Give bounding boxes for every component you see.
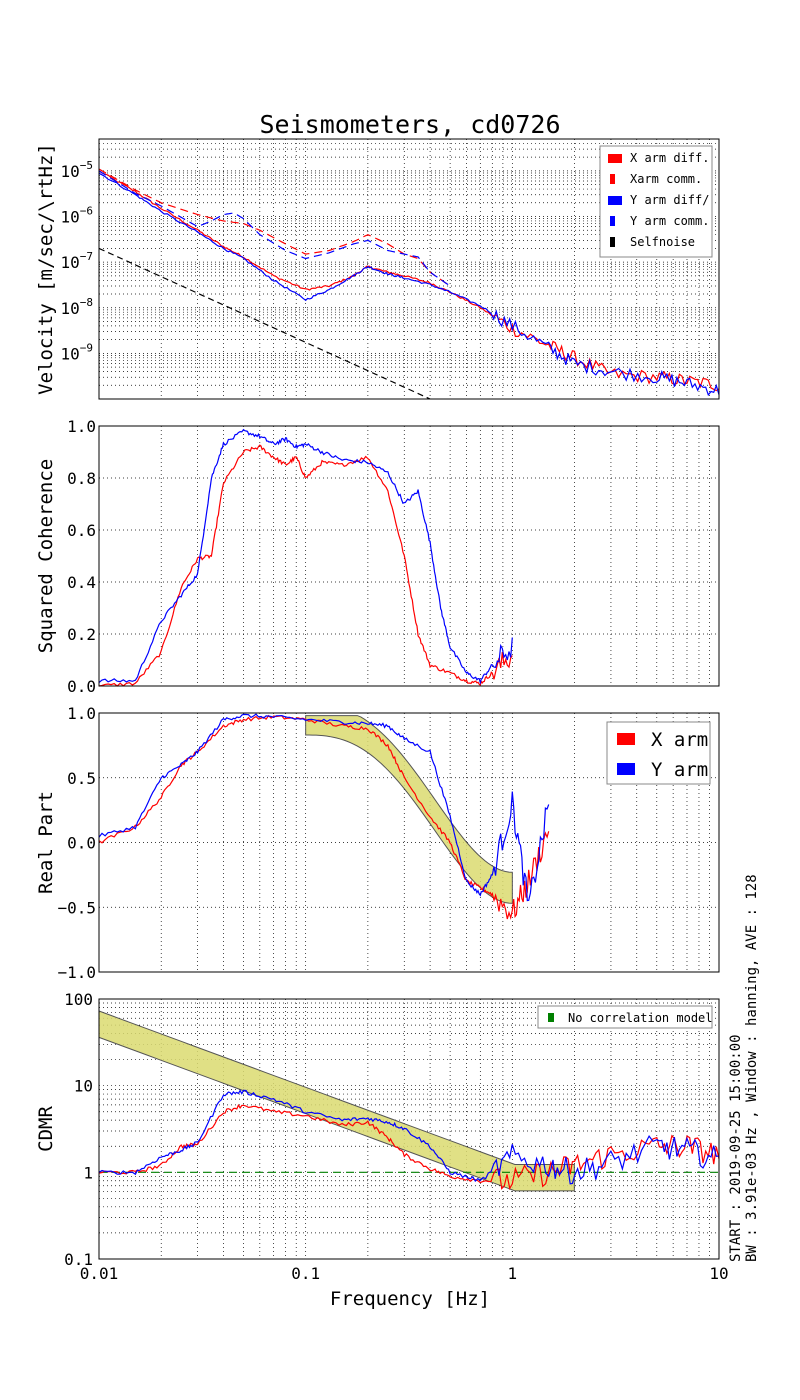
x-tick-label: 10	[709, 1264, 728, 1283]
legend-swatch	[617, 733, 635, 745]
y-axis-label: Velocity [m/sec/\rtHz]	[35, 143, 57, 395]
y-tick-label: 0.8	[67, 469, 96, 488]
y-tick-label: 0.1	[64, 1250, 93, 1269]
y-tick-label: 0.6	[67, 521, 96, 540]
y-tick-label: 10−7	[60, 250, 93, 272]
y-tick-label: 10−6	[60, 205, 93, 227]
series-line-2	[98, 713, 550, 902]
panel-3: −1.0 −0.5 0.0 0.5 1.0 Real Part X arm Y arm	[35, 704, 720, 982]
y-tick-label: 10	[74, 1077, 93, 1096]
legend-swatch	[608, 196, 622, 205]
legend-swatch	[610, 237, 615, 247]
series-line-1	[98, 714, 550, 920]
legend-label: Xarm comm.	[630, 172, 702, 186]
plot-frame	[98, 998, 720, 1260]
legend-label: X arm diff.	[630, 151, 709, 165]
start-note: START : 2019-09-25 15:00:00	[728, 1034, 744, 1262]
series-line-3	[98, 172, 720, 397]
series-line-3	[98, 1089, 720, 1185]
y-tick-label: 1.0	[67, 704, 96, 723]
x-tick-label: 0.1	[291, 1264, 320, 1283]
y-tick-label: 1	[83, 1163, 93, 1182]
legend-label: No correlation model	[568, 1011, 713, 1025]
y-tick-label: 100	[64, 990, 93, 1009]
legend-swatch	[610, 216, 615, 226]
series-line-5	[98, 247, 431, 400]
series-line-2	[98, 168, 451, 287]
legend-swatch	[548, 1013, 554, 1022]
legend-box	[537, 1005, 713, 1029]
legend-swatch	[617, 763, 635, 775]
y-tick-label: 0.0	[67, 834, 96, 853]
plot-frame	[98, 138, 720, 400]
legend-label: X arm	[651, 729, 708, 751]
y-axis-label: Squared Coherence	[35, 459, 57, 653]
x-tick-label: 1	[508, 1264, 518, 1283]
y-tick-label: 0.2	[67, 625, 96, 644]
y-tick-label: 1.0	[67, 417, 96, 436]
y-tick-label: 10−8	[60, 296, 93, 318]
model-band	[98, 1010, 575, 1192]
panel-2: 0.0 0.2 0.4 0.6 0.8 1.0 Squared Coherence	[35, 417, 720, 696]
plot-frame	[98, 712, 720, 973]
y-tick-label: −0.5	[57, 898, 96, 917]
series-line-1	[98, 444, 513, 687]
figure-title: Seismometers, cd0726	[259, 110, 560, 139]
bandwidth-note: BW : 3.91e-03 Hz , Window : hanning, AVE…	[744, 874, 760, 1262]
legend-label: Y arm diff/	[630, 193, 709, 207]
y-tick-label: 0.5	[67, 769, 96, 788]
legend-label: Y arm	[651, 759, 708, 781]
y-tick-label: 10−5	[60, 159, 93, 181]
y-axis-label: CDMR	[35, 1106, 57, 1152]
series-line-2	[98, 428, 513, 685]
y-tick-label: −1.0	[57, 963, 96, 982]
legend-swatch	[608, 154, 622, 163]
y-axis-label: Real Part	[35, 791, 57, 894]
series-line-1	[98, 170, 720, 392]
legend-swatch	[610, 174, 615, 184]
legend-label: Selfnoise	[630, 235, 695, 249]
y-tick-label: 10−9	[60, 341, 93, 363]
y-tick-label: 0.0	[67, 677, 96, 696]
plot-frame	[98, 425, 720, 687]
x-tick-label: 0.01	[80, 1264, 119, 1283]
y-tick-label: 0.4	[67, 573, 96, 592]
legend-label: Y arm comm.	[630, 214, 709, 228]
x-axis-label: Frequency [Hz]	[330, 1288, 490, 1310]
series-line-4	[98, 170, 451, 287]
model-band	[305, 715, 513, 904]
